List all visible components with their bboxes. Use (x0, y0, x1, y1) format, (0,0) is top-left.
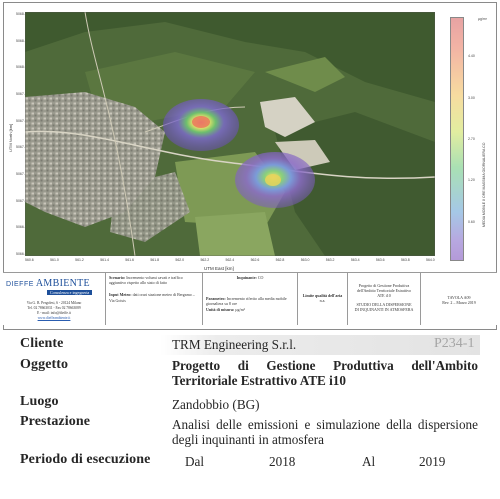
colorbar-unit: µg/m³ (478, 17, 488, 21)
y-tick-label: 5067.8 (16, 91, 27, 96)
x-tick-label: 562.8 (275, 258, 285, 262)
logo-tagline: Consulenza e ingegneria (47, 290, 93, 296)
colorbar-title: MEDIA MOBILE 8 ORE MASSIMA GIORNALIERA C… (482, 142, 486, 227)
company-logo: DIEFFE AMBIENTE (6, 278, 90, 289)
periodo-label: Periodo di esecuzione (20, 452, 151, 467)
cliente-label: Cliente (20, 336, 64, 351)
y-tick-label: 5068.0 (16, 65, 27, 70)
y-tick-label: 5067.2 (16, 171, 27, 176)
x-tick-label: 561.0 (50, 258, 59, 262)
y-tick-label: 5066.8 (16, 225, 27, 230)
x-axis-label: UTM East [km] (204, 266, 234, 271)
colorbar-tick-label: 3.00 (468, 95, 475, 100)
company-logo-cell: DIEFFE AMBIENTE Consulenza e ingegneria … (3, 273, 106, 325)
map-attribution: map data: © OpenStreetMap contributors (61, 257, 126, 261)
luogo-value: Zandobbio (BG) (172, 397, 260, 412)
air-quality-limit-cell: Limite qualità dell'aria n.a. (298, 273, 348, 325)
x-tick-label: 564.0 (426, 258, 435, 262)
x-tick-label: 563.6 (375, 258, 385, 262)
y-tick-label: 5068.4 (16, 12, 27, 16)
cliente-value: TRM Engineering S.r.l. (172, 337, 297, 352)
dispersion-map: map data: © OpenStreetMap contributors (25, 12, 435, 261)
periodo-to-year: 2019 (419, 454, 446, 469)
aerial-map-image (25, 12, 435, 256)
y-tick-label: 5067.6 (16, 118, 27, 123)
x-tick-label: 563.2 (325, 258, 335, 262)
client-highlight-band (160, 335, 480, 355)
x-tick-label: 561.4 (100, 258, 109, 262)
periodo-to-label: Al (362, 454, 376, 469)
prestazione-value: Analisi delle emissioni e simulazione de… (172, 417, 478, 447)
project-code: P234-1 (434, 336, 475, 351)
x-tick-label: 563.0 (300, 258, 310, 262)
y-axis-ticks: 5068.4 5068.2 5068.0 5067.8 5067.6 5067.4 5067… (16, 12, 27, 256)
colorbar-gradient (450, 17, 464, 261)
colorbar-tick-label: 4.40 (468, 54, 475, 59)
oggetto-label: Oggetto (20, 357, 69, 372)
drawing-title-block: DIEFFE AMBIENTE Consulenza e ingegneria … (3, 272, 497, 325)
scenario-cell: Scenario: Incremento volumi cavati e tra… (106, 273, 203, 325)
y-axis-label: UTM North [km] (8, 123, 13, 153)
y-tick-label: 5068.2 (16, 38, 27, 43)
company-website-link[interactable]: www.dieffeambiente.it (37, 315, 71, 320)
colorbar: 4.40 3.00 2.70 1.20 0.60 µg/m³ MEDIA MOBILE … (450, 17, 494, 261)
luogo-label: Luogo (20, 394, 59, 409)
y-tick-label: 5066.6 (16, 251, 27, 256)
oggetto-value: Progetto di Gestione Produttiva dell'Amb… (172, 358, 478, 388)
prestazione-label: Prestazione (20, 414, 91, 429)
x-tick-label: 563.4 (350, 258, 360, 262)
x-tick-label: 562.6 (250, 258, 260, 262)
x-tick-label: 563.8 (400, 258, 410, 262)
x-tick-label: 561.8 (150, 258, 160, 262)
x-tick-label: 560.6 (25, 258, 34, 262)
map-plate: 5068.4 5068.2 5068.0 5067.8 5067.6 5067.4 5067… (3, 2, 497, 330)
project-cell: Progetto di Gestione Produttiva dell'Amb… (348, 273, 421, 325)
periodo-from-label: Dal (185, 454, 205, 469)
company-address: Via G. B. Pergolesi, 6 - 20124 Milano Te… (6, 301, 102, 320)
colorbar-tick-label: 1.20 (468, 178, 475, 183)
x-axis-ticks: 560.6 561.0 561.2 561.4 561.6 561.8 562.0 562.2… (25, 258, 435, 262)
periodo-from-year: 2018 (269, 454, 296, 469)
x-tick-label: 561.2 (75, 258, 84, 262)
x-tick-label: 562.0 (175, 258, 185, 262)
sheet-number-cell: TAVOLA A09 Rev. 2 – Marzo 2019 (442, 295, 476, 306)
colorbar-tick-label: 2.70 (468, 136, 475, 141)
x-tick-label: 562.2 (200, 258, 210, 262)
y-tick-label: 5067.0 (16, 198, 27, 203)
pollutant-cell: Inquinante: CO Parametro: Incremento rif… (203, 273, 298, 325)
y-tick-label: 5067.4 (16, 145, 27, 150)
x-tick-label: 561.6 (125, 258, 135, 262)
colorbar-tick-label: 0.60 (468, 219, 475, 224)
x-tick-label: 562.4 (225, 258, 235, 262)
colorbar-ticks: 4.40 3.00 2.70 1.20 0.60 (468, 17, 475, 261)
